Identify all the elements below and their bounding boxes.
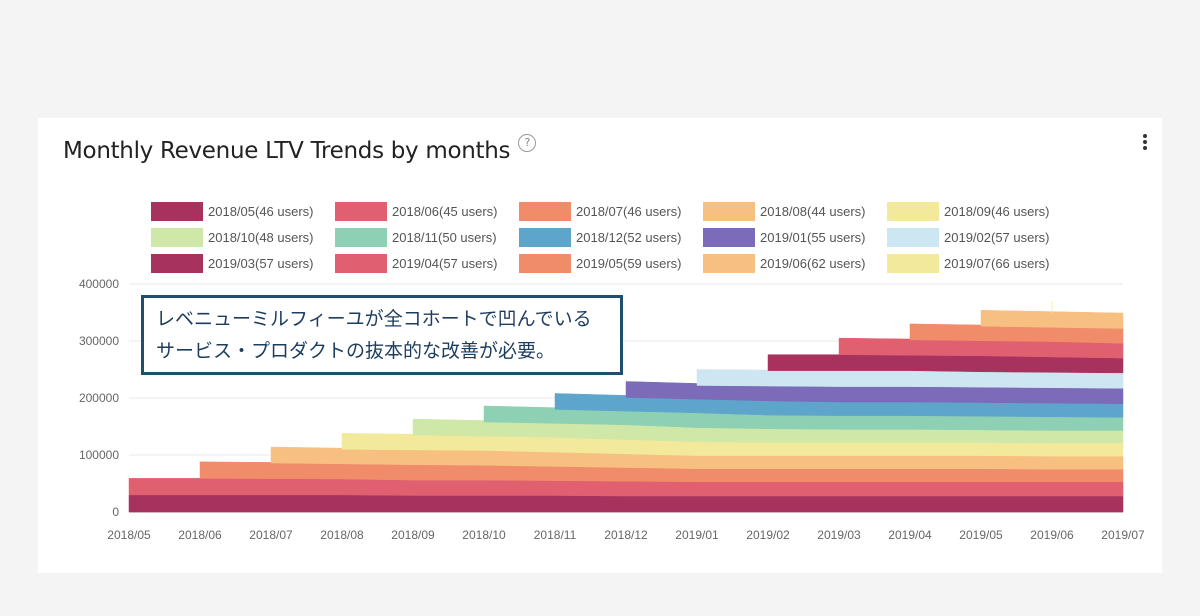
legend-swatch [887, 254, 939, 273]
legend-label: 2019/01(55 users) [760, 230, 866, 245]
x-tick-label: 2019/01 [675, 528, 719, 542]
legend-label: 2019/05(59 users) [576, 256, 682, 271]
legend-label: 2018/05(46 users) [208, 204, 314, 219]
area-series-0[interactable] [128, 494, 1124, 513]
annotation-line-2: サービス・プロダクトの抜本的な改善が必要。 [156, 340, 556, 362]
legend-swatch [887, 228, 939, 247]
legend-swatch [519, 254, 571, 273]
y-tick-label: 100000 [79, 448, 119, 462]
annotation-box: レベニューミルフィーユが全コホートで凹んでいる サービス・プロダクトの抜本的な改… [141, 295, 623, 375]
legend-swatch [519, 228, 571, 247]
legend-swatch [335, 254, 387, 273]
x-tick-label: 2018/12 [604, 528, 648, 542]
legend-label: 2018/11(50 users) [392, 230, 497, 245]
x-tick-label: 2019/05 [959, 528, 1003, 542]
x-tick-label: 2018/11 [534, 528, 577, 542]
legend-label: 2019/04(57 users) [392, 256, 498, 271]
legend-label: 2019/02(57 users) [944, 230, 1050, 245]
x-tick-label: 2018/05 [107, 528, 151, 542]
y-tick-label: 400000 [79, 277, 119, 291]
chart-title: Monthly Revenue LTV Trends by months? [63, 134, 537, 164]
legend-label: 2018/09(46 users) [944, 204, 1050, 219]
legend-swatch [887, 202, 939, 221]
legend-swatch [703, 228, 755, 247]
x-tick-label: 2019/07 [1101, 528, 1145, 542]
more-menu-icon[interactable] [1142, 134, 1148, 152]
legend-swatch [703, 202, 755, 221]
legend-label: 2018/06(45 users) [392, 204, 498, 219]
x-tick-label: 2019/04 [888, 528, 932, 542]
legend-swatch [703, 254, 755, 273]
legend-swatch [151, 202, 203, 221]
legend-label: 2019/07(66 users) [944, 256, 1050, 271]
annotation-line-1: レベニューミルフィーユが全コホートで凹んでいる [156, 308, 592, 330]
x-tick-label: 2019/02 [746, 528, 790, 542]
chart-plot: 0 100000 200000 300000 400000 2018/05 2018/06 2… [79, 277, 1145, 542]
x-tick-label: 2018/06 [178, 528, 222, 542]
legend-swatch [335, 202, 387, 221]
help-icon[interactable]: ? [518, 134, 537, 152]
x-tick-label: 2018/07 [249, 528, 293, 542]
y-tick-label: 200000 [79, 391, 119, 405]
y-tick-label: 0 [112, 505, 119, 519]
x-tick-label: 2018/10 [462, 528, 506, 542]
legend-swatch [519, 202, 571, 221]
legend-label: 2018/07(46 users) [576, 204, 682, 219]
legend-label: 2018/10(48 users) [208, 230, 314, 245]
legend-label: 2018/08(44 users) [760, 204, 866, 219]
legend-swatch [151, 254, 203, 273]
x-tick-label: 2018/08 [320, 528, 364, 542]
legend-label: 2019/03(57 users) [208, 256, 314, 271]
chart-card: Monthly Revenue LTV Trends by months? 20… [38, 118, 1162, 573]
legend-swatch [151, 228, 203, 247]
area-series-13[interactable] [980, 309, 1124, 329]
legend-label: 2018/12(52 users) [576, 230, 682, 245]
legend-label: 2019/06(62 users) [760, 256, 866, 271]
legend-swatch [335, 228, 387, 247]
x-tick-label: 2019/06 [1030, 528, 1074, 542]
x-tick-label: 2019/03 [817, 528, 861, 542]
y-tick-label: 300000 [79, 334, 119, 348]
x-tick-label: 2018/09 [391, 528, 435, 542]
